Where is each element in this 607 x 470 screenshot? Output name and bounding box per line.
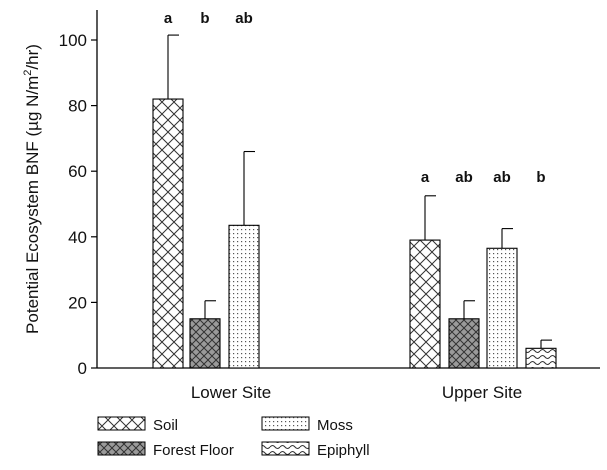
significance-label: b <box>536 169 545 186</box>
legend-label: Forest Floor <box>153 442 234 459</box>
bar-series-group: a b aba ab ab b <box>152 10 557 369</box>
legend-swatch <box>261 441 310 456</box>
x-category-label: Upper Site <box>442 383 522 402</box>
y-tick-label: 0 <box>78 359 87 378</box>
significance-label: ab <box>235 10 253 27</box>
significance-label: ab <box>455 169 473 186</box>
legend-label: Moss <box>317 417 353 434</box>
bar <box>189 318 221 369</box>
legend-swatch <box>261 416 310 431</box>
legend-swatch <box>97 416 146 431</box>
y-tick-label: 40 <box>68 228 87 247</box>
y-tick-label: 20 <box>68 293 87 312</box>
significance-label: a <box>421 169 430 186</box>
bar <box>486 247 518 369</box>
y-tick-label: 100 <box>59 31 87 50</box>
significance-label: ab <box>493 169 511 186</box>
bar <box>228 224 260 369</box>
bar <box>409 239 441 369</box>
significance-label: b <box>200 10 209 27</box>
significance-label: a <box>164 10 173 27</box>
legend: Soil Forest Floor Moss Epiphyll <box>97 416 370 459</box>
x-category-label: Lower Site <box>191 383 271 402</box>
y-tick-label: 80 <box>68 97 87 116</box>
y-axis-title-tail: /hr) <box>23 44 42 70</box>
legend-label: Soil <box>153 417 178 434</box>
y-axis-title: Potential Ecosystem BNF (µg N/m2/hr) <box>22 44 42 334</box>
legend-label: Epiphyll <box>317 442 370 459</box>
bar <box>448 318 480 369</box>
y-axis-title-main: Potential Ecosystem BNF (µg N/m <box>23 76 42 334</box>
y-axis-title-superscript: 2 <box>22 70 34 76</box>
x-axis-category-labels: Lower Site Upper Site <box>191 383 522 402</box>
legend-swatch <box>97 441 146 456</box>
bar <box>152 98 184 369</box>
y-axis-ticks: 0 20 40 60 80 100 <box>59 31 97 378</box>
bar <box>525 347 557 369</box>
y-tick-label: 60 <box>68 162 87 181</box>
